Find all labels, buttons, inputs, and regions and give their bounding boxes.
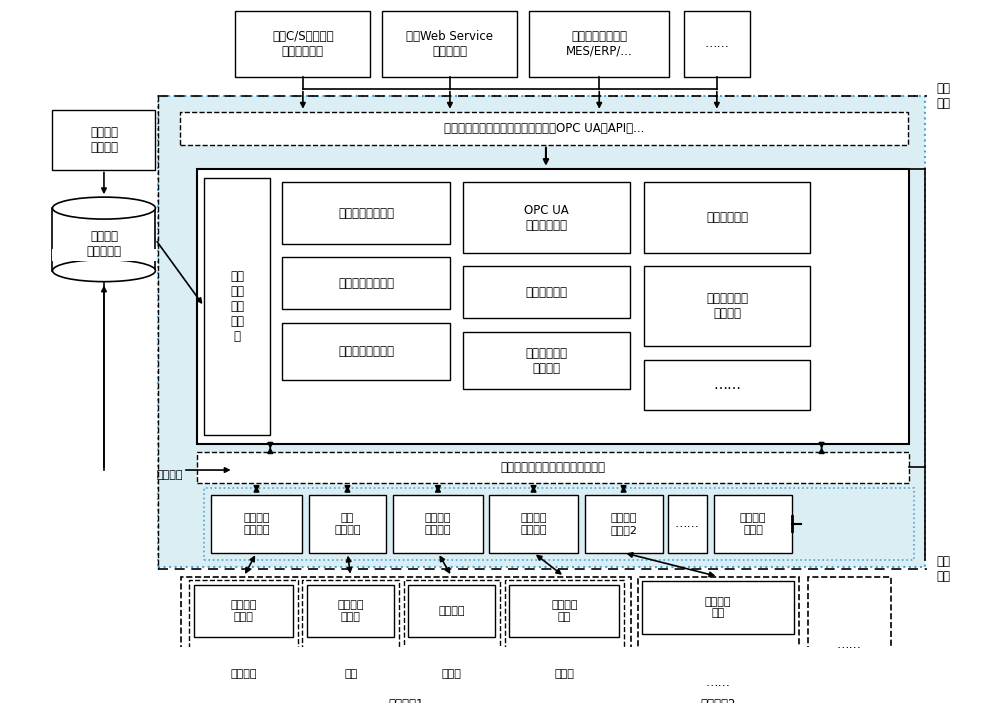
Text: 集成框架模块: 集成框架模块 [526, 285, 568, 299]
Bar [642, 581, 794, 633]
Bar [585, 495, 663, 553]
Text: ……: …… [675, 517, 700, 530]
Text: 终端
通信插件: 终端 通信插件 [334, 513, 361, 534]
Bar [668, 495, 707, 553]
Bar [509, 585, 619, 637]
Bar [181, 576, 631, 703]
Text: 信息采集
插件库2: 信息采集 插件库2 [610, 513, 637, 534]
Text: 扫描枪: 扫描枪 [554, 669, 574, 680]
Bar [408, 649, 495, 699]
Bar [638, 576, 799, 703]
Bar [302, 580, 399, 703]
Bar [282, 257, 450, 309]
Bar [204, 178, 270, 435]
Bar [529, 11, 669, 77]
Text: 数据发送处理模块: 数据发送处理模块 [338, 207, 394, 220]
Text: 配置信息: 配置信息 [156, 470, 183, 479]
Bar [307, 649, 394, 699]
Bar [197, 451, 909, 483]
Text: 智能机床2: 智能机床2 [700, 698, 736, 703]
Bar [463, 333, 630, 389]
Bar [808, 576, 891, 703]
Text: 应用
平台: 应用 平台 [936, 82, 950, 110]
Text: 采集装置
通信插件: 采集装置 通信插件 [520, 513, 547, 534]
Bar [52, 249, 156, 261]
Bar [307, 585, 394, 637]
Text: 信息采集
本体模型: 信息采集 本体模型 [90, 126, 118, 154]
Bar [489, 495, 578, 553]
Bar [393, 495, 483, 553]
Text: 功率仪: 功率仪 [442, 669, 462, 680]
Bar [644, 266, 810, 346]
Bar [309, 495, 386, 553]
Text: 信息采集插件
管理模块: 信息采集插件 管理模块 [706, 292, 748, 320]
Bar [644, 360, 810, 411]
Text: 基于Web Service
的机床应用: 基于Web Service 的机床应用 [406, 30, 493, 58]
Bar [282, 182, 450, 244]
Text: 信息采集
本体知识库: 信息采集 本体知识库 [86, 230, 121, 258]
Bar [189, 580, 298, 703]
Text: 数据接口: 数据接口 [439, 606, 465, 616]
Bar [197, 169, 909, 444]
Bar [509, 649, 619, 699]
Text: 专用数据
服务器: 专用数据 服务器 [230, 600, 257, 622]
Bar [404, 580, 500, 703]
Bar [644, 182, 810, 253]
Ellipse shape [52, 197, 155, 219]
Text: 信息采集配置模块: 信息采集配置模块 [338, 276, 394, 290]
Text: 信息采集
插件库: 信息采集 插件库 [740, 513, 766, 534]
Text: ……: …… [713, 378, 741, 392]
Bar [408, 585, 495, 637]
Bar [714, 495, 792, 553]
Bar [382, 11, 517, 77]
Bar [194, 649, 293, 699]
Text: 数控系统: 数控系统 [230, 669, 257, 680]
Bar [642, 657, 794, 703]
Bar [684, 11, 750, 77]
Bar [158, 96, 925, 567]
Text: 数据交换格式
转换模块: 数据交换格式 转换模块 [526, 347, 568, 375]
Text: 智能机床1: 智能机床1 [389, 698, 424, 703]
Bar [204, 489, 914, 560]
Bar [52, 208, 155, 271]
Text: 网络服务模块: 网络服务模块 [706, 212, 748, 224]
Text: 终端: 终端 [344, 669, 357, 680]
Text: ……: …… [706, 676, 731, 689]
Text: 专用数据
服务: 专用数据 服务 [705, 597, 731, 618]
Text: 符合数据交换要求的数据交换格式、OPC UA、API、...: 符合数据交换要求的数据交换格式、OPC UA、API、... [444, 122, 644, 135]
Text: 本体
知识
库加
载模
块: 本体 知识 库加 载模 块 [230, 270, 244, 343]
Text: ……: …… [837, 638, 862, 651]
Bar [235, 11, 370, 77]
Bar [52, 110, 155, 169]
Text: 符合数据交换要求的数据交换格式: 符合数据交换要求的数据交换格式 [500, 460, 605, 474]
Ellipse shape [52, 259, 155, 282]
Text: 专用数据
服务器: 专用数据 服务器 [337, 600, 364, 622]
Bar [211, 495, 302, 553]
Text: 上层管理信息系统
MES/ERP/...: 上层管理信息系统 MES/ERP/... [566, 30, 633, 58]
Bar [463, 266, 630, 318]
Bar [463, 182, 630, 253]
Text: ……: …… [704, 37, 729, 50]
Text: 采集装置
驱动: 采集装置 驱动 [551, 600, 578, 622]
Text: OPC UA
格式转换模块: OPC UA 格式转换模块 [524, 204, 569, 232]
Text: 采集设备
通信插件: 采集设备 通信插件 [425, 513, 451, 534]
Bar [194, 585, 293, 637]
Text: 数据存储处理模块: 数据存储处理模块 [338, 345, 394, 358]
Text: 基于C/S的用户管
理与配置服务: 基于C/S的用户管 理与配置服务 [272, 30, 334, 58]
Bar [505, 580, 624, 703]
Text: 平台
硬件: 平台 硬件 [936, 555, 950, 583]
Bar [282, 323, 450, 380]
Bar [180, 112, 908, 145]
Text: 数控机床
通信插件: 数控机床 通信插件 [243, 513, 270, 534]
